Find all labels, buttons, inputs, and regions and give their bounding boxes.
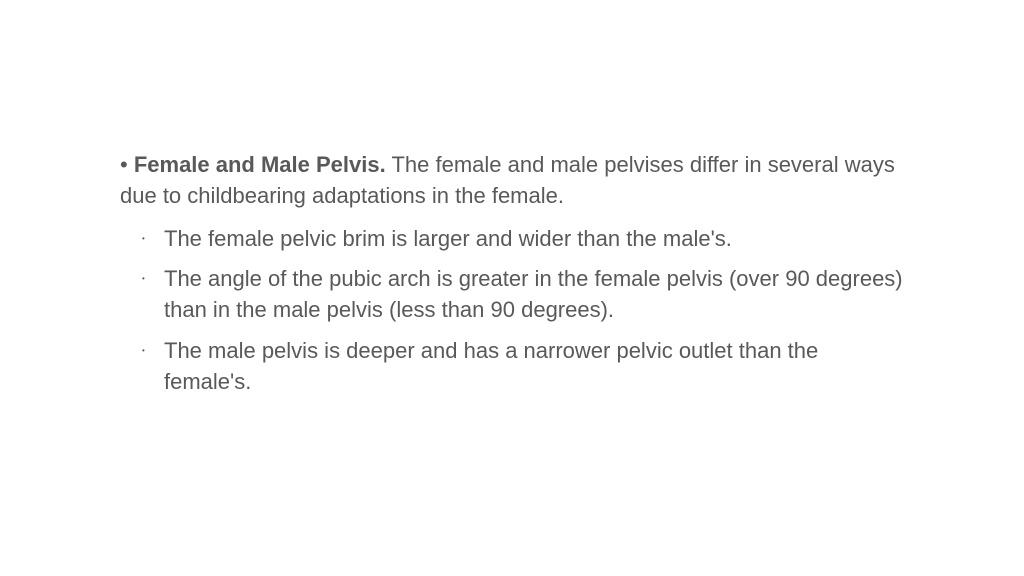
main-bullet-paragraph: • Female and Male Pelvis. The female and… [120,150,904,212]
main-heading: Female and Male Pelvis. [134,152,386,177]
list-item: The male pelvis is deeper and has a narr… [162,336,904,398]
sub-bullet-list: The female pelvic brim is larger and wid… [120,224,904,398]
list-item: The angle of the pubic arch is greater i… [162,264,904,326]
bullet-marker: • [120,152,128,177]
list-item: The female pelvic brim is larger and wid… [162,224,904,255]
